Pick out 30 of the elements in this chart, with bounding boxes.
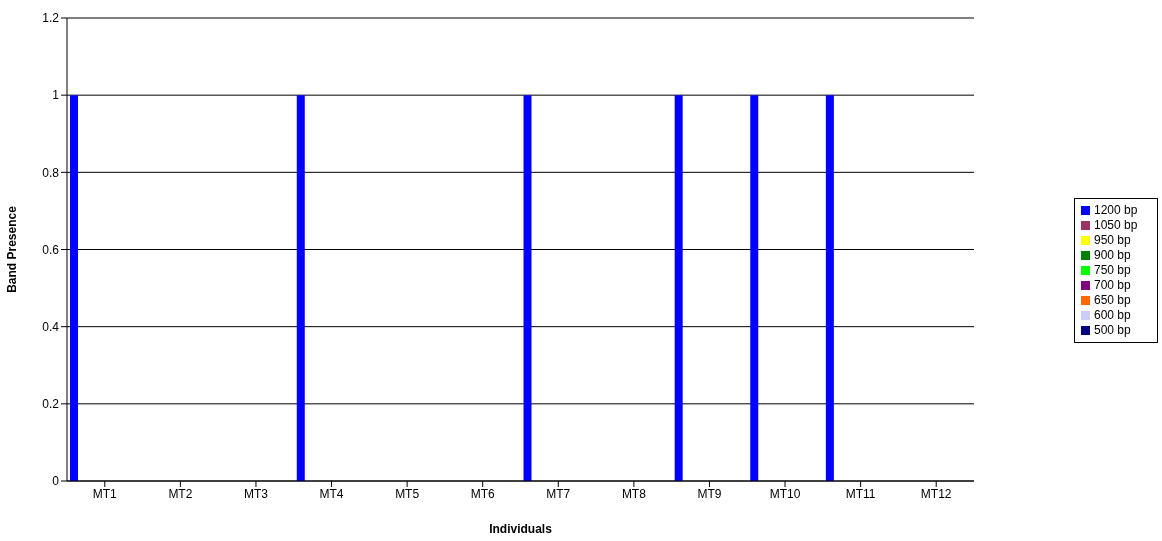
- x-tick-label: MT9: [697, 486, 722, 501]
- x-tick-label: MT7: [546, 486, 571, 501]
- legend-label: 1050 bp: [1094, 218, 1138, 232]
- x-tick-label: MT11: [845, 486, 876, 501]
- x-tick-label: MT6: [470, 486, 496, 501]
- legend-label: 600 bp: [1094, 308, 1131, 322]
- y-tick-label: 0.6: [42, 242, 60, 257]
- legend-label: 1200 bp: [1094, 203, 1138, 217]
- x-axis-title: Individuals: [489, 522, 553, 536]
- y-tick-label: 0.8: [42, 165, 60, 180]
- legend-label: 900 bp: [1094, 248, 1131, 262]
- legend-label: 700 bp: [1094, 278, 1131, 292]
- y-tick-label: 1.2: [42, 11, 60, 26]
- y-tick-label: 0.4: [42, 319, 60, 334]
- legend-label: 950 bp: [1094, 233, 1131, 247]
- x-tick-label: MT3: [243, 486, 269, 501]
- x-tick-label: MT1: [92, 486, 118, 501]
- y-axis-title: Band Presence: [5, 205, 20, 293]
- x-tick-label: MT12: [920, 486, 952, 501]
- x-tick-label: MT5: [395, 486, 420, 501]
- y-tick-label: 0.2: [42, 397, 60, 412]
- legend-label: 650 bp: [1094, 293, 1131, 307]
- x-tick-label: MT4: [319, 486, 344, 501]
- legend-label: 500 bp: [1094, 323, 1131, 337]
- legend-label: 750 bp: [1094, 263, 1131, 277]
- x-tick-label: MT2: [168, 486, 193, 501]
- y-tick-label: 0: [52, 474, 60, 489]
- x-tick-label: MT10: [769, 486, 801, 501]
- y-tick-label: 1: [52, 88, 60, 103]
- x-tick-label: MT8: [621, 486, 647, 501]
